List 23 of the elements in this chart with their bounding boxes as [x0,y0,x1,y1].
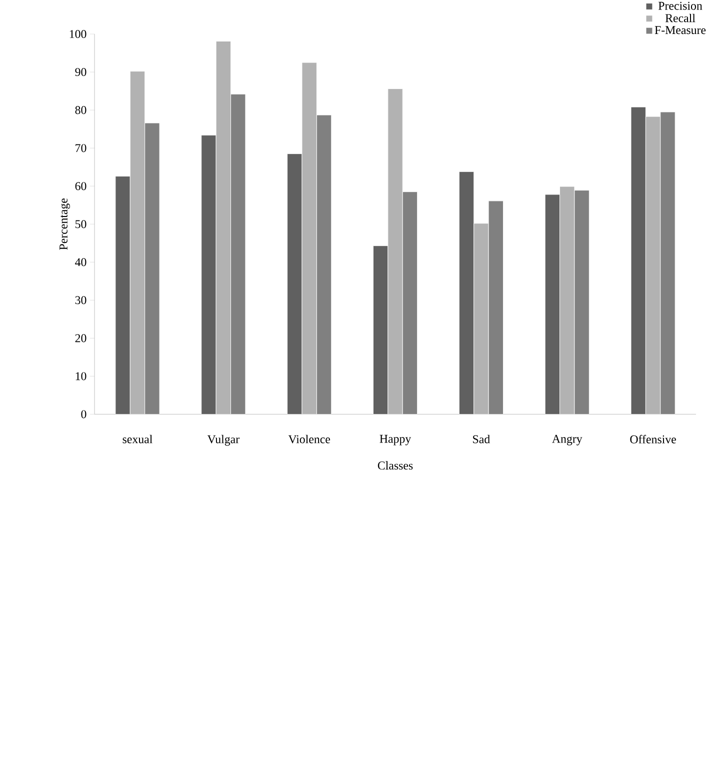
y-tick-label: 90 [75,68,86,76]
x-tick-label: Angry [552,434,582,446]
x-tick-label: Violence [288,434,330,444]
x-tick-label: Happy [380,434,412,446]
legend-label: F-Measure [654,26,706,34]
x-tick-label: Vulgar [207,434,240,446]
y-tick-label: 70 [76,144,86,152]
y-tick-label: 100 [70,30,86,38]
y-axis-title: Percentage [60,198,70,250]
y-tick-label: 30 [75,296,86,304]
y-tick-label: 60 [75,182,86,190]
y-tick-label: 20 [75,334,86,342]
legend-label: Recall [665,14,696,22]
y-tick-label: 0 [81,410,86,418]
y-tick-label: 40 [75,258,86,266]
x-tick-label: Sad [473,434,490,444]
x-axis-title: Classes [378,461,413,470]
y-tick-label: 80 [75,106,86,114]
x-tick-label: Offensive [630,434,676,444]
y-tick-label: 10 [76,372,86,380]
legend-label: Precision [658,2,702,10]
y-tick-label: 50 [76,220,86,228]
x-tick-label: sexual [122,434,153,444]
